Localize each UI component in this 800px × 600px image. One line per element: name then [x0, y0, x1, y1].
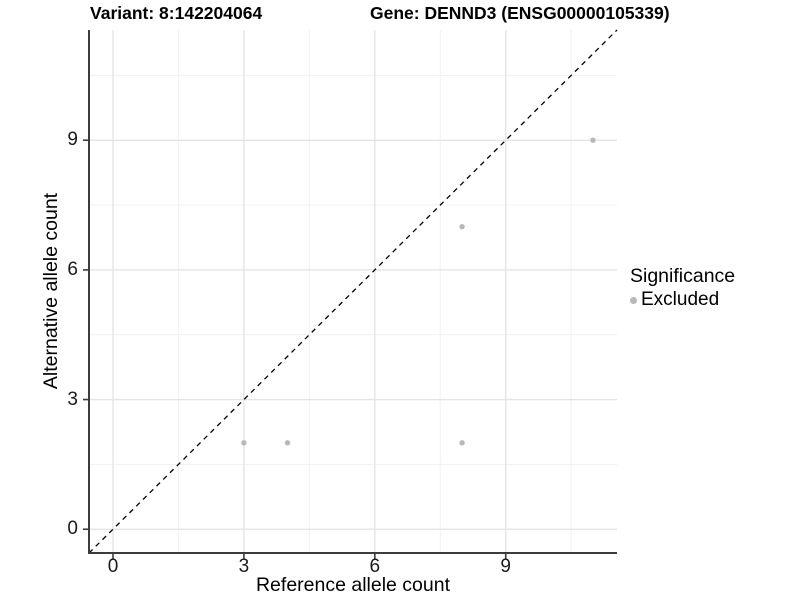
identity-line — [88, 29, 618, 554]
data-point — [459, 223, 465, 230]
data-point — [241, 440, 247, 446]
data-point — [284, 440, 291, 446]
data-point — [459, 440, 465, 446]
x-tick-label: 6 — [369, 556, 381, 577]
y-axis-title-text: Alternative allele count — [40, 192, 62, 390]
legend-item-label: Excluded — [641, 289, 720, 310]
x-tick-label: 0 — [107, 556, 119, 577]
gene-title: Gene: DENND3 (ENSG00000105339) — [370, 3, 670, 23]
excluded-point-icon — [630, 296, 637, 304]
y-tick-label: 9 — [67, 129, 78, 151]
data-point — [590, 137, 596, 143]
y-tick-label: 3 — [67, 388, 78, 410]
x-axis-title: Reference allele count — [255, 574, 451, 596]
x-tick-label: 9 — [500, 556, 511, 577]
x-tick-label: 3 — [238, 556, 250, 577]
legend: Significance Excluded — [630, 265, 735, 311]
variant-title: Variant: 8:142204064 — [90, 3, 263, 23]
legend-item-excluded: Excluded — [630, 289, 735, 311]
y-tick-label: 0 — [67, 518, 78, 540]
legend-title: Significance — [630, 265, 736, 287]
y-tick-label: 6 — [67, 258, 78, 280]
